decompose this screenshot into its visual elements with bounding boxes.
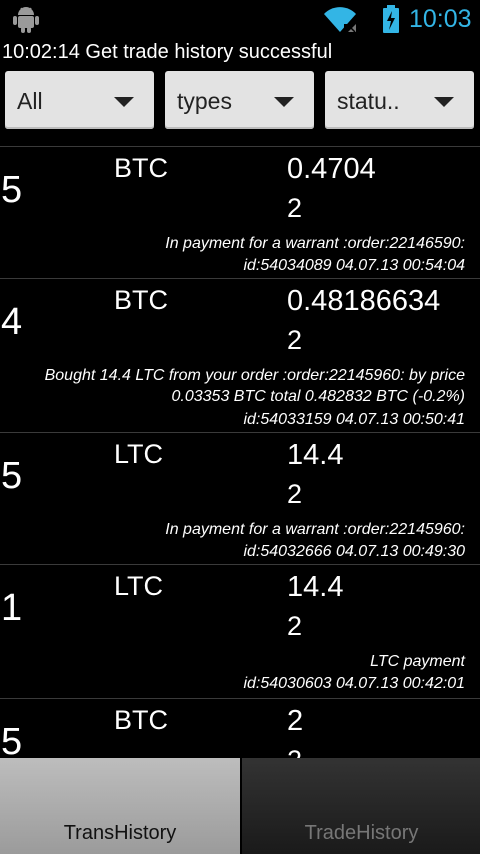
transaction-type-number: 1 [1, 587, 23, 629]
amount-value: 14.4 [287, 439, 344, 471]
transaction-description: LTC payment [370, 651, 465, 672]
android-debug-icon [13, 7, 39, 33]
status-value: 2 [287, 193, 303, 223]
status-value: 2 [287, 611, 303, 641]
currency-filter-spinner[interactable]: All [5, 71, 154, 129]
transaction-list[interactable]: 5 BTC 0.4704 2 In payment for a warrant … [0, 146, 480, 758]
currency-label: BTC [114, 285, 168, 315]
list-item[interactable]: 5 BTC 2 2 [0, 698, 480, 758]
tab-label: TransHistory [63, 822, 177, 844]
transaction-type-number: 5 [1, 721, 23, 758]
currency-label: LTC [114, 439, 164, 469]
amount-value: 0.4704 [287, 153, 376, 185]
currency-label: LTC [114, 571, 164, 601]
transaction-id-date: id:54034089 04.07.13 00:54:04 [243, 257, 465, 274]
dropdown-arrow-icon [114, 97, 134, 107]
tab-trans-history[interactable]: TransHistory [0, 758, 240, 854]
transaction-description: In payment for a warrant :order:22145960… [165, 519, 465, 540]
amount-value: 2 [287, 705, 304, 737]
wifi-icon [324, 7, 356, 34]
spinner-value: statu.. [337, 88, 400, 114]
description-line: LTC payment [370, 653, 465, 670]
amount-value: 14.4 [287, 571, 344, 603]
transaction-id-date: id:54033159 04.07.13 00:50:41 [243, 411, 465, 428]
transaction-type-number: 5 [1, 455, 23, 497]
transaction-id-date: id:54032666 04.07.13 00:49:30 [243, 543, 465, 560]
spinner-value: All [17, 88, 43, 114]
amount-value: 0.48186634 [287, 285, 441, 317]
description-line: 0.03353 BTC total 0.482832 BTC (-0.2%) [171, 388, 466, 405]
dropdown-arrow-icon [274, 97, 294, 107]
list-item[interactable]: 4 BTC 0.48186634 2 Bought 14.4 LTC from … [0, 278, 480, 433]
dropdown-arrow-icon [434, 97, 454, 107]
tab-label: TradeHistory [304, 822, 419, 844]
currency-label: BTC [114, 705, 168, 735]
status-clock: 10:03 [409, 5, 472, 33]
status-filter-spinner[interactable]: statu.. [325, 71, 474, 129]
list-item[interactable]: 1 LTC 14.4 2 LTC payment id:54030603 04.… [0, 564, 480, 699]
list-item[interactable]: 5 BTC 0.4704 2 In payment for a warrant … [0, 146, 480, 279]
status-value: 2 [287, 325, 303, 355]
transaction-type-number: 4 [1, 301, 23, 343]
type-filter-spinner[interactable]: types [165, 71, 314, 129]
transaction-description: Bought 14.4 LTC from your order :order:2… [45, 365, 465, 407]
currency-label: BTC [114, 153, 168, 183]
transaction-type-number: 5 [1, 169, 23, 211]
description-line: In payment for a warrant :order:22145960… [165, 521, 465, 538]
transaction-id-date: id:54030603 04.07.13 00:42:01 [243, 675, 465, 692]
description-line: Bought 14.4 LTC from your order :order:2… [44, 367, 465, 384]
transaction-description: In payment for a warrant :order:22146590… [165, 233, 465, 254]
status-bar: 10:03 [0, 0, 480, 38]
battery-charging-icon [383, 5, 399, 33]
status-value: 2 [287, 479, 303, 509]
list-item[interactable]: 5 LTC 14.4 2 In payment for a warrant :o… [0, 432, 480, 565]
bottom-tab-bar: TransHistory TradeHistory [0, 758, 480, 854]
status-value: 2 [287, 745, 302, 758]
description-line: In payment for a warrant :order:22146590… [165, 235, 465, 252]
tab-trade-history[interactable]: TradeHistory [241, 758, 480, 854]
status-message: 10:02:14 Get trade history successful [2, 41, 333, 63]
spinner-value: types [177, 88, 232, 114]
